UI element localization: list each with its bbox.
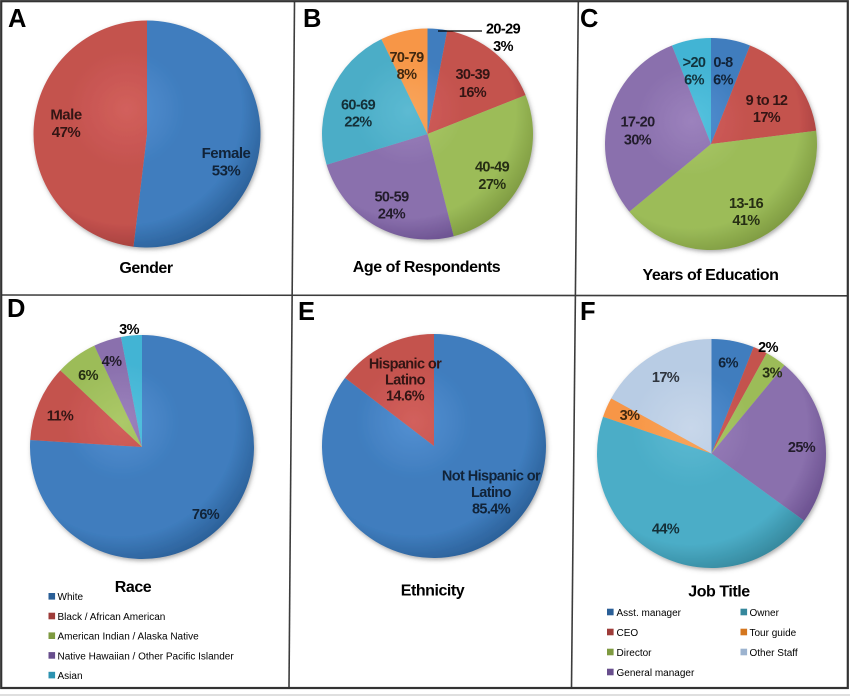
svg-text:60-69: 60-69 [341, 98, 376, 114]
svg-text:American Indian / Alaska Nativ: American Indian / Alaska Native [58, 632, 200, 643]
svg-text:Other Staff: Other Staff [750, 648, 798, 659]
svg-text:Owner: Owner [750, 608, 780, 619]
svg-text:47%: 47% [52, 124, 81, 141]
svg-text:70-79: 70-79 [389, 50, 424, 66]
svg-text:13-16: 13-16 [729, 196, 764, 212]
svg-text:76%: 76% [192, 507, 220, 523]
svg-text:50-59: 50-59 [374, 190, 409, 206]
svg-text:A: A [8, 5, 26, 33]
svg-text:40-49: 40-49 [475, 160, 510, 176]
svg-text:6%: 6% [684, 73, 704, 89]
svg-text:Race: Race [115, 579, 152, 596]
svg-text:6%: 6% [78, 368, 98, 384]
svg-text:Not Hispanic or: Not Hispanic or [442, 469, 541, 485]
svg-text:Job Title: Job Title [688, 584, 750, 601]
svg-text:41%: 41% [732, 213, 760, 229]
svg-text:F: F [580, 298, 595, 326]
svg-text:D: D [7, 295, 25, 323]
svg-text:C: C [580, 5, 598, 33]
svg-text:Tour guide: Tour guide [750, 628, 797, 639]
svg-text:0-8: 0-8 [713, 55, 733, 71]
svg-text:24%: 24% [378, 207, 406, 223]
svg-text:3%: 3% [119, 322, 139, 338]
svg-text:Black / African American: Black / African American [58, 612, 166, 623]
svg-text:30-39: 30-39 [455, 67, 490, 83]
svg-text:Latino: Latino [471, 485, 512, 501]
svg-text:30%: 30% [624, 133, 652, 149]
svg-text:3%: 3% [762, 366, 782, 382]
svg-text:Female: Female [202, 145, 251, 162]
svg-text:27%: 27% [478, 177, 506, 193]
svg-text:17-20: 17-20 [620, 115, 655, 131]
svg-text:44%: 44% [652, 522, 680, 538]
svg-text:Years of Education: Years of Education [643, 267, 779, 284]
svg-text:8%: 8% [397, 67, 417, 83]
svg-text:9 to 12: 9 to 12 [746, 93, 788, 109]
svg-text:Asian: Asian [58, 671, 83, 682]
svg-text:11%: 11% [47, 409, 74, 425]
svg-text:17%: 17% [753, 110, 781, 126]
svg-text:White: White [58, 592, 84, 603]
svg-text:16%: 16% [459, 85, 487, 101]
svg-text:E: E [298, 298, 315, 326]
svg-text:14.6%: 14.6% [386, 389, 425, 405]
svg-text:>20: >20 [683, 55, 706, 71]
svg-text:Asst. manager: Asst. manager [617, 608, 682, 619]
svg-text:4%: 4% [102, 354, 122, 370]
svg-text:Gender: Gender [119, 260, 173, 277]
svg-text:3%: 3% [493, 39, 513, 55]
svg-text:B: B [303, 5, 321, 33]
svg-text:2%: 2% [758, 340, 778, 356]
svg-text:17%: 17% [652, 370, 680, 386]
svg-text:Age of Respondents: Age of Respondents [353, 259, 501, 276]
svg-text:General manager: General manager [617, 668, 695, 679]
svg-text:3%: 3% [620, 408, 640, 424]
svg-text:Male: Male [50, 107, 82, 124]
svg-text:53%: 53% [212, 163, 241, 180]
svg-text:22%: 22% [344, 115, 372, 131]
svg-text:25%: 25% [788, 440, 816, 456]
svg-text:CEO: CEO [617, 628, 639, 639]
svg-text:6%: 6% [713, 73, 733, 89]
svg-text:Hispanic or: Hispanic or [369, 357, 442, 373]
svg-text:85.4%: 85.4% [472, 502, 511, 518]
svg-text:Ethnicity: Ethnicity [401, 583, 465, 600]
svg-text:6%: 6% [718, 356, 738, 372]
svg-text:Latino: Latino [385, 373, 426, 389]
svg-text:Native Hawaiian / Other Pacifi: Native Hawaiian / Other Pacific Islander [58, 651, 235, 662]
svg-text:20-29: 20-29 [486, 22, 521, 38]
svg-text:Director: Director [617, 648, 653, 659]
